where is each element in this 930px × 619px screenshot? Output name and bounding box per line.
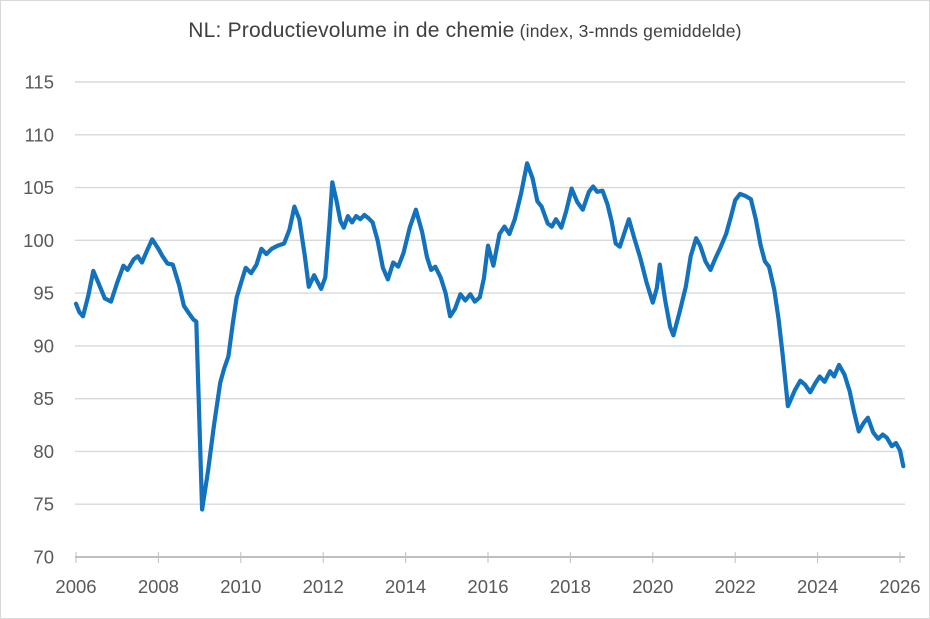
- x-axis-tick-label: 2012: [303, 576, 344, 597]
- x-axis-tick-label: 2026: [879, 576, 920, 597]
- y-axis-tick-label: 100: [23, 230, 54, 251]
- y-axis-tick-label: 95: [33, 283, 54, 304]
- x-axis-tick-label: 2022: [715, 576, 756, 597]
- y-axis-tick-label: 90: [33, 335, 54, 356]
- y-axis-tick-label: 80: [33, 441, 54, 462]
- y-axis-tick-label: 105: [23, 177, 54, 198]
- x-axis-tick-label: 2020: [632, 576, 673, 597]
- y-axis-tick-label: 70: [33, 547, 54, 568]
- chart-title-main: NL: Productievolume in de chemie: [188, 19, 515, 42]
- data-series-line: [73, 161, 906, 512]
- y-axis-tick-label: 110: [25, 124, 55, 145]
- y-axis-tick-label: 85: [33, 388, 54, 409]
- x-axis-tick-label: 2014: [385, 576, 426, 597]
- x-axis-tick-label: 2024: [797, 576, 838, 597]
- chart-title: NL: Productievolume in de chemie (index,…: [0, 19, 930, 43]
- chart-title-suffix: (index, 3-mnds gemiddelde): [514, 21, 742, 41]
- x-axis-tick-label: 2006: [55, 576, 96, 597]
- y-axis-tick-label: 115: [25, 72, 55, 93]
- x-axis-tick-label: 2008: [138, 576, 179, 597]
- x-axis-tick-label: 2016: [467, 576, 508, 597]
- x-axis-tick-label: 2018: [550, 576, 591, 597]
- y-axis-tick-label: 75: [33, 494, 54, 515]
- x-axis-tick-label: 2010: [220, 576, 261, 597]
